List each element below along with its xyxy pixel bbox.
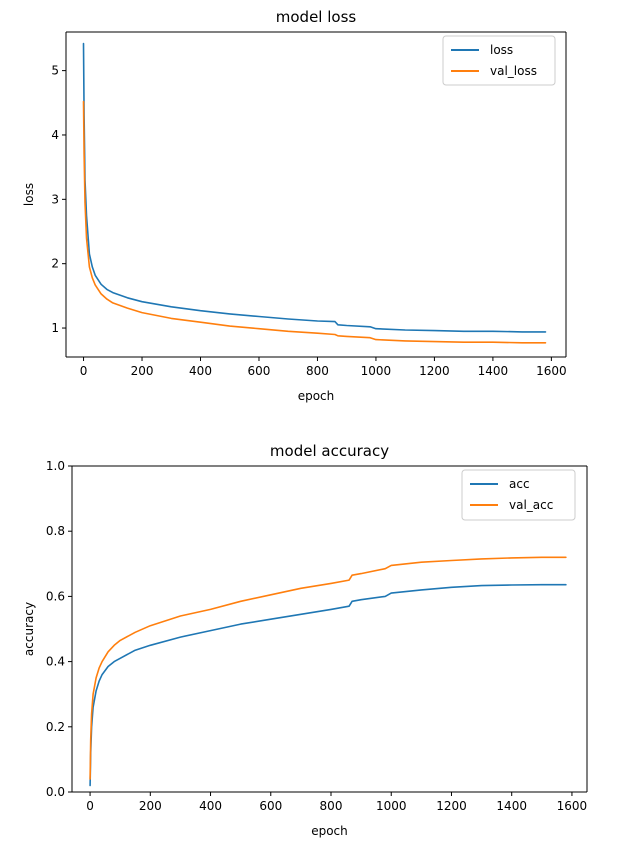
x-tick-label: 1000 [361, 364, 392, 378]
legend-label-acc: acc [509, 477, 530, 491]
y-tick-label: 0.2 [46, 720, 65, 734]
y-tick-label: 0.8 [46, 524, 65, 538]
y-tick-label: 0.6 [46, 589, 65, 603]
y-tick-label: 1 [51, 321, 59, 335]
series-line-acc [89, 583, 567, 787]
y-tick-label: 3 [51, 192, 59, 206]
y-tick-label: 5 [51, 64, 59, 78]
y-tick-label: 4 [51, 128, 59, 142]
y-tick-label: 0.0 [46, 785, 65, 799]
chart-0: model loss 0 200 400 600 800 1000 1200 1400 1600 1… [22, 8, 567, 403]
x-tick-label: 600 [259, 799, 282, 813]
x-tick-label: 0 [80, 364, 88, 378]
x-tick-label: 1400 [496, 799, 527, 813]
x-tick-label: 800 [306, 364, 329, 378]
x-axis-label: epoch [298, 389, 335, 403]
chart-1: model accuracy 0 200 400 600 800 1000 1200 1400 1… [22, 442, 588, 838]
x-tick-label: 1400 [478, 364, 509, 378]
legend-box [461, 469, 576, 521]
y-tick-label: 0.4 [46, 655, 65, 669]
x-tick-label: 1200 [419, 364, 450, 378]
x-tick-label: 1200 [436, 799, 467, 813]
x-tick-label: 1000 [376, 799, 407, 813]
x-tick-label: 800 [320, 799, 343, 813]
legend-label-loss: loss [490, 43, 513, 57]
series-line-loss [82, 42, 547, 333]
chart-title: model loss [276, 8, 357, 26]
x-tick-label: 200 [131, 364, 154, 378]
chart-title: model accuracy [270, 442, 389, 460]
x-tick-label: 200 [139, 799, 162, 813]
y-axis-label: loss [22, 183, 36, 206]
y-tick-label: 2 [51, 257, 59, 271]
series-line-val_acc [89, 556, 567, 780]
x-axis-label: epoch [311, 824, 348, 838]
y-axis-label: accuracy [22, 602, 36, 656]
legend-label-val_acc: val_acc [509, 498, 553, 512]
series-line-val_loss [82, 100, 547, 344]
x-tick-label: 400 [199, 799, 222, 813]
x-tick-label: 0 [86, 799, 94, 813]
x-tick-label: 1600 [536, 364, 567, 378]
x-tick-label: 400 [189, 364, 212, 378]
legend-box [442, 35, 556, 86]
y-tick-label: 1.0 [46, 459, 65, 473]
x-tick-label: 1600 [557, 799, 588, 813]
x-tick-label: 600 [248, 364, 271, 378]
legend-label-val_loss: val_loss [490, 64, 537, 78]
